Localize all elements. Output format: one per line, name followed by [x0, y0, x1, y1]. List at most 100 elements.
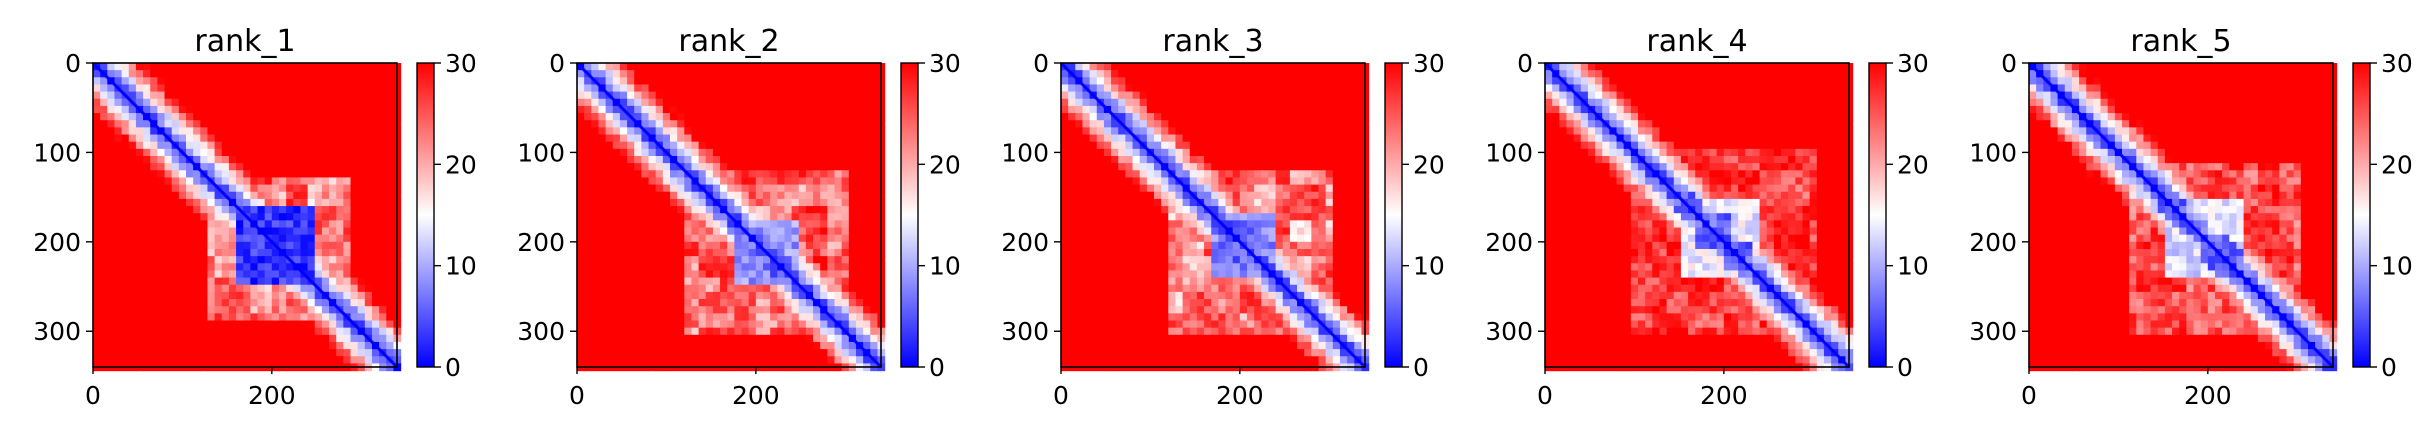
heatmap-cell — [777, 155, 786, 164]
heatmap-cell — [1347, 148, 1355, 157]
heatmap-cell — [855, 120, 864, 128]
heatmap-cell — [777, 105, 786, 114]
heatmap-cell — [243, 84, 251, 93]
heatmap-cell — [286, 98, 294, 107]
heatmap-cell — [813, 198, 821, 207]
heatmap-cell — [770, 134, 778, 143]
heatmap-cell — [1161, 70, 1169, 78]
heatmap-cell — [1325, 155, 1334, 164]
heatmap-cell — [870, 198, 879, 207]
heatmap-cell — [228, 141, 237, 150]
heatmap-cell — [848, 77, 857, 86]
heatmap-cell — [870, 277, 879, 286]
heatmap-cell — [178, 327, 187, 336]
heatmap-cell — [734, 98, 743, 107]
heatmap-cell — [655, 155, 664, 164]
heatmap-cell — [755, 349, 764, 357]
heatmap-cell — [221, 241, 230, 250]
heatmap-cell — [171, 356, 180, 365]
heatmap-cell — [236, 248, 244, 257]
heatmap-cell — [1289, 84, 1298, 93]
heatmap-cell — [1347, 227, 1355, 236]
heatmap-cell — [655, 248, 664, 257]
heatmap-cell — [1239, 84, 1248, 93]
heatmap-cell — [193, 263, 201, 272]
heatmap-cell — [1103, 98, 1112, 107]
heatmap-cell — [343, 213, 352, 221]
heatmap-cell — [734, 306, 743, 314]
heatmap-cell — [691, 263, 700, 272]
heatmap-cell — [1239, 77, 1248, 86]
heatmap-cell — [350, 198, 359, 207]
heatmap-cell — [648, 341, 657, 350]
heatmap-cell — [278, 98, 287, 107]
heatmap-cell — [855, 184, 864, 193]
heatmap-cell — [755, 206, 764, 214]
heatmap-cell — [150, 313, 158, 322]
heatmap-cell — [1354, 170, 1363, 179]
heatmap-cell — [820, 241, 828, 250]
heatmap-cell — [193, 84, 201, 93]
heatmap-cell — [1096, 134, 1105, 143]
heatmap-cell — [193, 213, 201, 221]
heatmap-cell — [114, 105, 123, 114]
heatmap-cell — [577, 98, 585, 107]
heatmap-cell — [107, 220, 116, 229]
heatmap-cell — [1132, 184, 1141, 193]
heatmap-cell — [236, 284, 244, 293]
heatmap-cell — [128, 213, 137, 221]
heatmap-cell — [1339, 105, 1348, 114]
heatmap-cell — [1061, 191, 1069, 200]
heatmap-cell — [798, 341, 807, 350]
heatmap-cell — [214, 341, 223, 350]
heatmap-cell — [791, 177, 800, 186]
heatmap-cell — [364, 113, 373, 121]
heatmap-cell — [1225, 148, 1234, 157]
heatmap-cell — [164, 105, 173, 114]
heatmap-cell — [1082, 163, 1091, 171]
heatmap-cell — [1254, 84, 1262, 93]
heatmap-cell — [371, 277, 380, 286]
heatmap-cell — [307, 356, 316, 365]
heatmap-cell — [1175, 248, 1184, 257]
heatmap-cell — [1339, 263, 1348, 272]
heatmap-cell — [121, 120, 130, 128]
heatmap-cell — [627, 248, 635, 257]
heatmap-cell — [698, 70, 707, 78]
heatmap-cell — [114, 141, 123, 150]
heatmap-cell — [307, 177, 316, 186]
heatmap-cell — [720, 356, 728, 365]
heatmap-cell — [1318, 148, 1327, 157]
heatmap-cell — [698, 248, 707, 257]
heatmap-cell — [1061, 127, 1069, 136]
heatmap-cell — [727, 241, 735, 250]
heatmap-cell — [863, 327, 871, 336]
heatmap-cell — [827, 113, 836, 121]
heatmap-cell — [1325, 105, 1334, 114]
heatmap-cell — [584, 291, 592, 300]
heatmap-cell — [307, 313, 316, 322]
heatmap-cell — [619, 248, 628, 257]
heatmap-cell — [577, 313, 585, 322]
heatmap-cell — [307, 98, 316, 107]
heatmap-cell — [386, 177, 395, 186]
heatmap-cell — [1175, 77, 1184, 86]
heatmap-cell — [777, 349, 786, 357]
heatmap-cell — [135, 113, 144, 121]
heatmap-cell — [143, 206, 151, 214]
heatmap-cell — [848, 341, 857, 350]
heatmap-cell — [336, 127, 344, 136]
heatmap-cell — [584, 256, 592, 264]
heatmap-cell — [221, 313, 230, 322]
heatmap-cell — [100, 227, 108, 236]
heatmap-cell — [221, 63, 230, 71]
heatmap-cell — [1196, 127, 1205, 136]
heatmap-cell — [379, 77, 387, 86]
heatmap-cell — [648, 263, 657, 272]
heatmap-cell — [1153, 206, 1162, 214]
heatmap-cell — [107, 291, 116, 300]
heatmap-cell — [286, 356, 294, 365]
heatmap-cell — [698, 170, 707, 179]
heatmap-cell — [300, 291, 309, 300]
heatmap-cell — [1211, 256, 1219, 264]
